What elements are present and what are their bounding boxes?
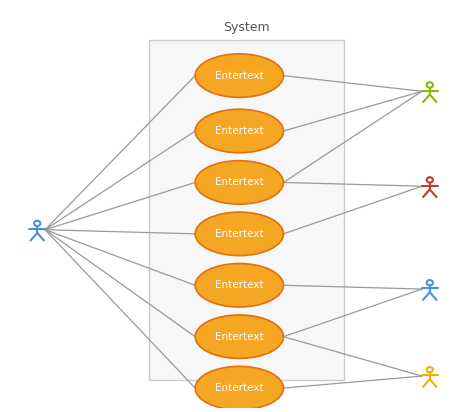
Ellipse shape (195, 366, 283, 410)
Ellipse shape (195, 161, 283, 204)
Ellipse shape (195, 109, 283, 153)
Ellipse shape (195, 315, 283, 358)
FancyBboxPatch shape (149, 40, 344, 380)
Text: System: System (223, 21, 270, 34)
Text: Entertext: Entertext (215, 126, 264, 136)
Ellipse shape (195, 264, 283, 307)
Text: Entertext: Entertext (215, 332, 264, 342)
Ellipse shape (195, 54, 283, 97)
Text: Entertext: Entertext (215, 383, 264, 393)
Text: Entertext: Entertext (215, 280, 264, 290)
Ellipse shape (195, 212, 283, 255)
Text: Entertext: Entertext (215, 229, 264, 239)
Text: Entertext: Entertext (215, 70, 264, 81)
Text: Entertext: Entertext (215, 178, 264, 187)
